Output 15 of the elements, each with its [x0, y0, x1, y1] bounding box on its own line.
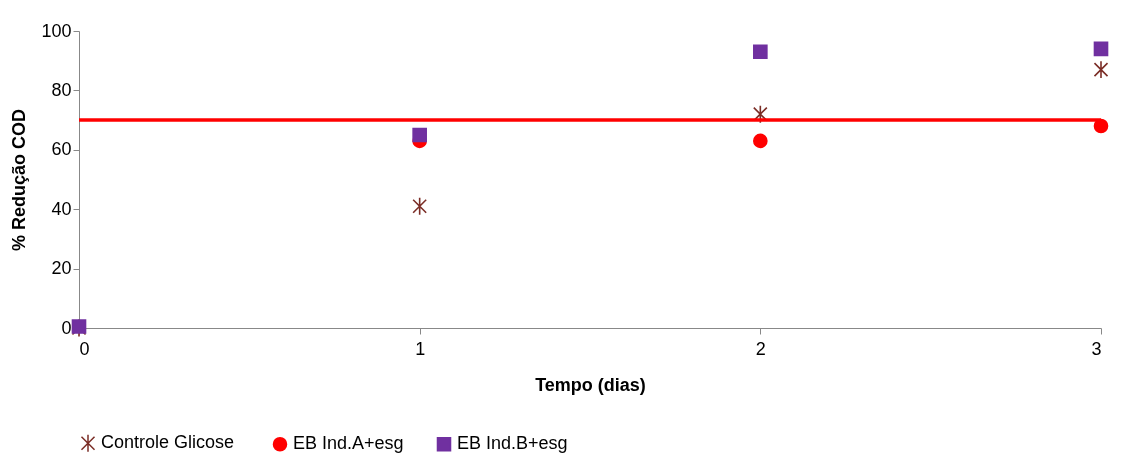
- y-axis-title: % Redução COD: [9, 108, 30, 252]
- x-axis-title: Tempo (dias): [535, 374, 646, 395]
- y-tick-label: 100: [41, 20, 72, 41]
- y-tick-label: 0: [61, 317, 72, 338]
- x-tick-label: 3: [1091, 338, 1102, 359]
- y-tick-label: 60: [51, 139, 72, 160]
- legend-label: EB Ind.A+esg: [293, 433, 404, 454]
- x-tick-label: 2: [755, 338, 766, 359]
- y-tick-label: 20: [51, 258, 72, 279]
- x-tick-label: 1: [415, 338, 426, 359]
- x-tick-label: 0: [79, 338, 90, 359]
- legend-label: Controle Glicose: [101, 432, 235, 453]
- y-tick-label: 80: [51, 79, 72, 100]
- legend-label: EB Ind.B+esg: [457, 433, 568, 454]
- y-tick-label: 40: [51, 198, 72, 219]
